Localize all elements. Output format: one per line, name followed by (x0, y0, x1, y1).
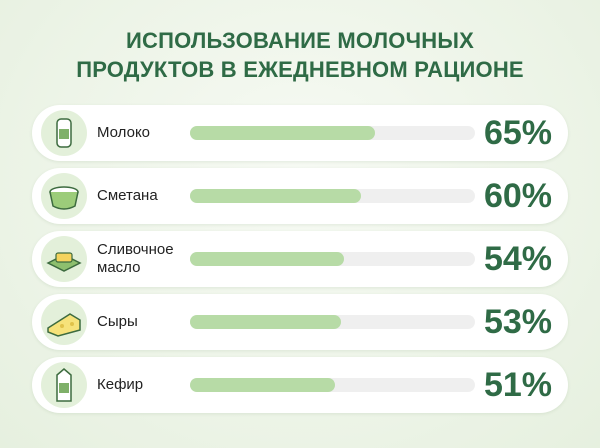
bar-track (190, 378, 475, 392)
bar-row: Кефир 51% (32, 357, 568, 413)
icon (40, 298, 88, 346)
category-label: Сметана (97, 187, 158, 204)
bar (190, 315, 342, 329)
bar-track (190, 252, 475, 266)
bar-row: Сыры 53% (32, 294, 568, 350)
bar-row: Молоко 65% (32, 105, 568, 161)
category-label: Сливочное масло (97, 241, 174, 276)
icon-graphic (41, 173, 87, 219)
bar (190, 126, 376, 140)
value-label: 53% (483, 303, 552, 341)
value-label: 65% (483, 114, 552, 152)
value-label: 51% (483, 366, 552, 404)
bar-track (190, 126, 475, 140)
icon (40, 361, 88, 409)
bar-track (190, 189, 475, 203)
category-label: Молоко (97, 124, 151, 141)
icon (40, 235, 88, 283)
icon-graphic (41, 236, 87, 282)
icon-graphic (41, 299, 87, 345)
chart-title: ИСПОЛЬЗОВАНИЕ МОЛОЧНЫХ ПРОДУКТОВ В ЕЖЕДН… (76, 28, 524, 82)
category-label: Кефир (97, 376, 144, 393)
value-label: 60% (483, 177, 552, 215)
bar (190, 189, 361, 203)
bar (190, 252, 344, 266)
bar-row: Сметана 60% (32, 168, 568, 224)
bar-row: Сливочное масло 54% (32, 231, 568, 287)
icon (40, 109, 88, 157)
bar-track (190, 315, 475, 329)
icon-graphic (41, 110, 87, 156)
value-label: 54% (483, 240, 552, 278)
category-label: Сыры (97, 313, 138, 330)
bar (190, 378, 336, 392)
icon-graphic (41, 362, 87, 408)
icon (40, 172, 88, 220)
